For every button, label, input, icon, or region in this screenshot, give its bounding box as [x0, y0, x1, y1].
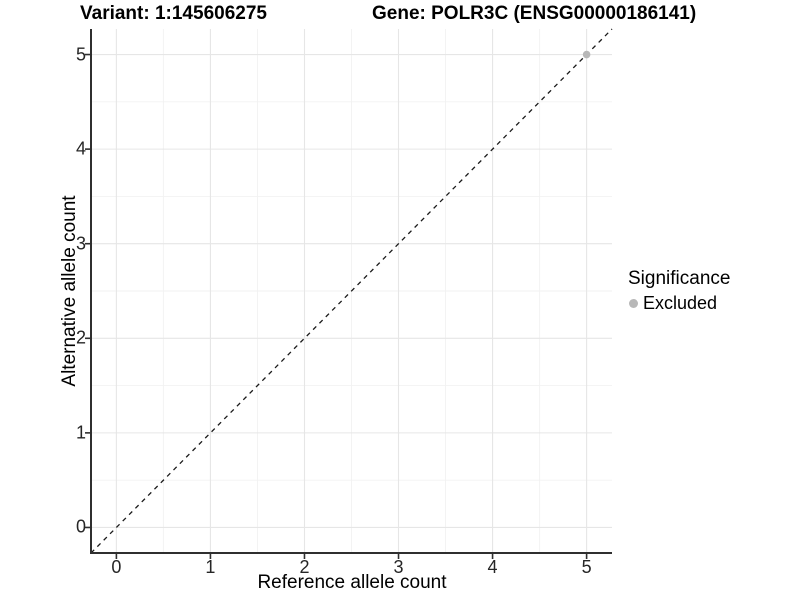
x-tick-label: 2 [299, 557, 310, 577]
y-tick-label: 3 [75, 233, 86, 254]
legend-key-dot-icon [629, 299, 638, 308]
y-axis-title: Alternative allele count [59, 195, 80, 387]
plot-title-variant: Variant: 1:145606275 [80, 3, 267, 24]
legend-item: Excluded [629, 293, 730, 314]
data-point-excluded [582, 50, 591, 59]
y-tick-label: 4 [75, 138, 86, 159]
x-tick-label: 5 [581, 557, 592, 577]
y-tick-label: 0 [75, 516, 86, 537]
x-tick-label: 4 [487, 557, 498, 577]
x-axis-title: Reference allele count [257, 572, 447, 593]
y-tick-label: 5 [75, 44, 86, 65]
y-tick-label: 2 [75, 327, 86, 348]
plot-title-gene: Gene: POLR3C (ENSG00000186141) [372, 3, 697, 24]
x-tick-label: 3 [393, 557, 404, 577]
x-tick-label: 0 [111, 557, 122, 577]
reference-line [90, 28, 613, 554]
legend-title: Significance [628, 268, 731, 289]
x-tick-label: 1 [205, 557, 216, 577]
legend-items: Excluded [628, 293, 730, 314]
y-tick-label: 1 [75, 422, 86, 443]
legend: Significance Excluded [628, 268, 730, 314]
legend-item-label: Excluded [643, 293, 718, 313]
